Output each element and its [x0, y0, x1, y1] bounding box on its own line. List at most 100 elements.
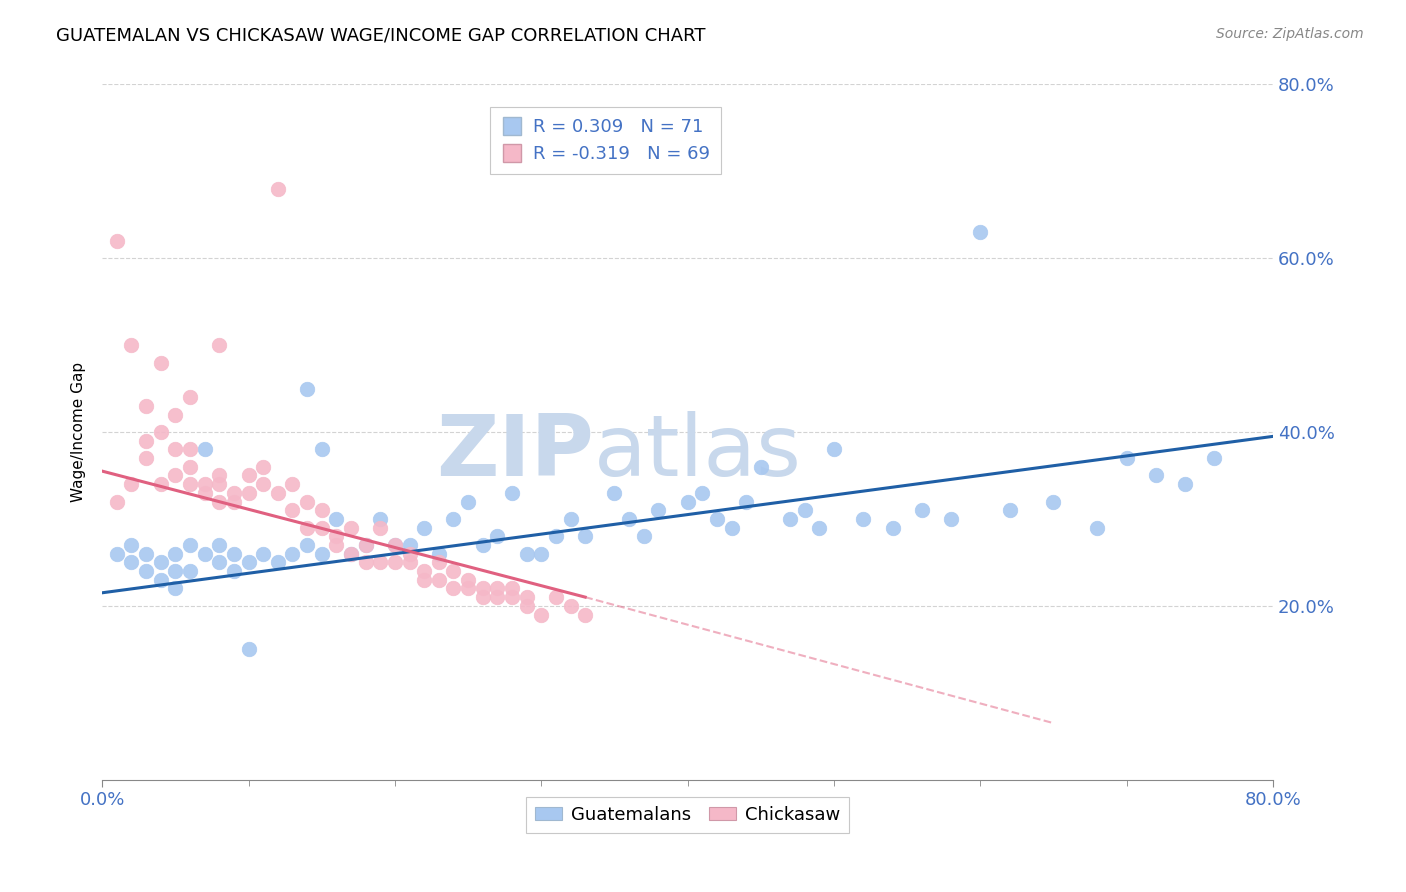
- Point: [325, 529, 347, 543]
- Point: [471, 582, 494, 596]
- Point: [105, 234, 128, 248]
- Point: [208, 494, 231, 508]
- Point: [149, 555, 172, 569]
- Point: [208, 538, 231, 552]
- Point: [252, 459, 274, 474]
- Point: [457, 582, 479, 596]
- Point: [208, 477, 231, 491]
- Point: [911, 503, 934, 517]
- Point: [501, 486, 523, 500]
- Point: [311, 503, 333, 517]
- Point: [267, 486, 290, 500]
- Point: [690, 486, 713, 500]
- Point: [121, 338, 143, 352]
- Point: [998, 503, 1021, 517]
- Point: [617, 512, 640, 526]
- Point: [427, 573, 450, 587]
- Point: [238, 486, 260, 500]
- Point: [165, 408, 187, 422]
- Point: [179, 477, 201, 491]
- Point: [749, 459, 772, 474]
- Point: [281, 503, 304, 517]
- Point: [179, 564, 201, 578]
- Point: [779, 512, 801, 526]
- Point: [633, 529, 655, 543]
- Point: [427, 547, 450, 561]
- Point: [647, 503, 669, 517]
- Point: [384, 555, 406, 569]
- Point: [340, 547, 363, 561]
- Point: [238, 555, 260, 569]
- Point: [135, 434, 157, 448]
- Point: [325, 538, 347, 552]
- Point: [295, 382, 318, 396]
- Point: [1204, 451, 1226, 466]
- Point: [149, 355, 172, 369]
- Y-axis label: Wage/Income Gap: Wage/Income Gap: [72, 362, 86, 502]
- Point: [165, 582, 187, 596]
- Point: [368, 520, 391, 534]
- Point: [121, 555, 143, 569]
- Point: [281, 547, 304, 561]
- Point: [135, 547, 157, 561]
- Point: [823, 442, 845, 457]
- Point: [149, 425, 172, 439]
- Text: Source: ZipAtlas.com: Source: ZipAtlas.com: [1216, 27, 1364, 41]
- Point: [530, 607, 553, 622]
- Point: [222, 494, 245, 508]
- Point: [676, 494, 699, 508]
- Point: [149, 573, 172, 587]
- Point: [325, 512, 347, 526]
- Point: [516, 590, 538, 604]
- Point: [486, 590, 509, 604]
- Point: [165, 547, 187, 561]
- Point: [544, 529, 567, 543]
- Point: [165, 564, 187, 578]
- Point: [471, 538, 494, 552]
- Point: [194, 477, 217, 491]
- Point: [384, 538, 406, 552]
- Point: [222, 564, 245, 578]
- Point: [939, 512, 962, 526]
- Point: [238, 468, 260, 483]
- Point: [295, 520, 318, 534]
- Point: [516, 599, 538, 613]
- Point: [368, 512, 391, 526]
- Point: [1144, 468, 1167, 483]
- Point: [793, 503, 815, 517]
- Point: [471, 590, 494, 604]
- Text: atlas: atlas: [593, 411, 801, 494]
- Point: [1174, 477, 1197, 491]
- Point: [530, 547, 553, 561]
- Point: [486, 582, 509, 596]
- Point: [311, 442, 333, 457]
- Point: [252, 477, 274, 491]
- Point: [354, 538, 377, 552]
- Point: [311, 520, 333, 534]
- Point: [368, 555, 391, 569]
- Point: [267, 182, 290, 196]
- Point: [105, 494, 128, 508]
- Point: [267, 555, 290, 569]
- Point: [179, 442, 201, 457]
- Point: [808, 520, 831, 534]
- Point: [501, 582, 523, 596]
- Point: [443, 582, 465, 596]
- Point: [735, 494, 758, 508]
- Point: [384, 538, 406, 552]
- Point: [121, 538, 143, 552]
- Legend: Guatemalans, Chickasaw: Guatemalans, Chickasaw: [526, 797, 849, 833]
- Point: [574, 529, 596, 543]
- Point: [105, 547, 128, 561]
- Point: [544, 590, 567, 604]
- Point: [252, 547, 274, 561]
- Point: [398, 555, 420, 569]
- Point: [222, 486, 245, 500]
- Point: [165, 468, 187, 483]
- Point: [222, 547, 245, 561]
- Point: [969, 225, 991, 239]
- Point: [457, 494, 479, 508]
- Point: [295, 538, 318, 552]
- Point: [413, 564, 436, 578]
- Point: [720, 520, 742, 534]
